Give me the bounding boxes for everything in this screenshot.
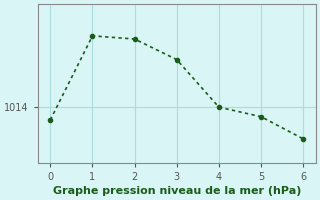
X-axis label: Graphe pression niveau de la mer (hPa): Graphe pression niveau de la mer (hPa) — [52, 186, 301, 196]
